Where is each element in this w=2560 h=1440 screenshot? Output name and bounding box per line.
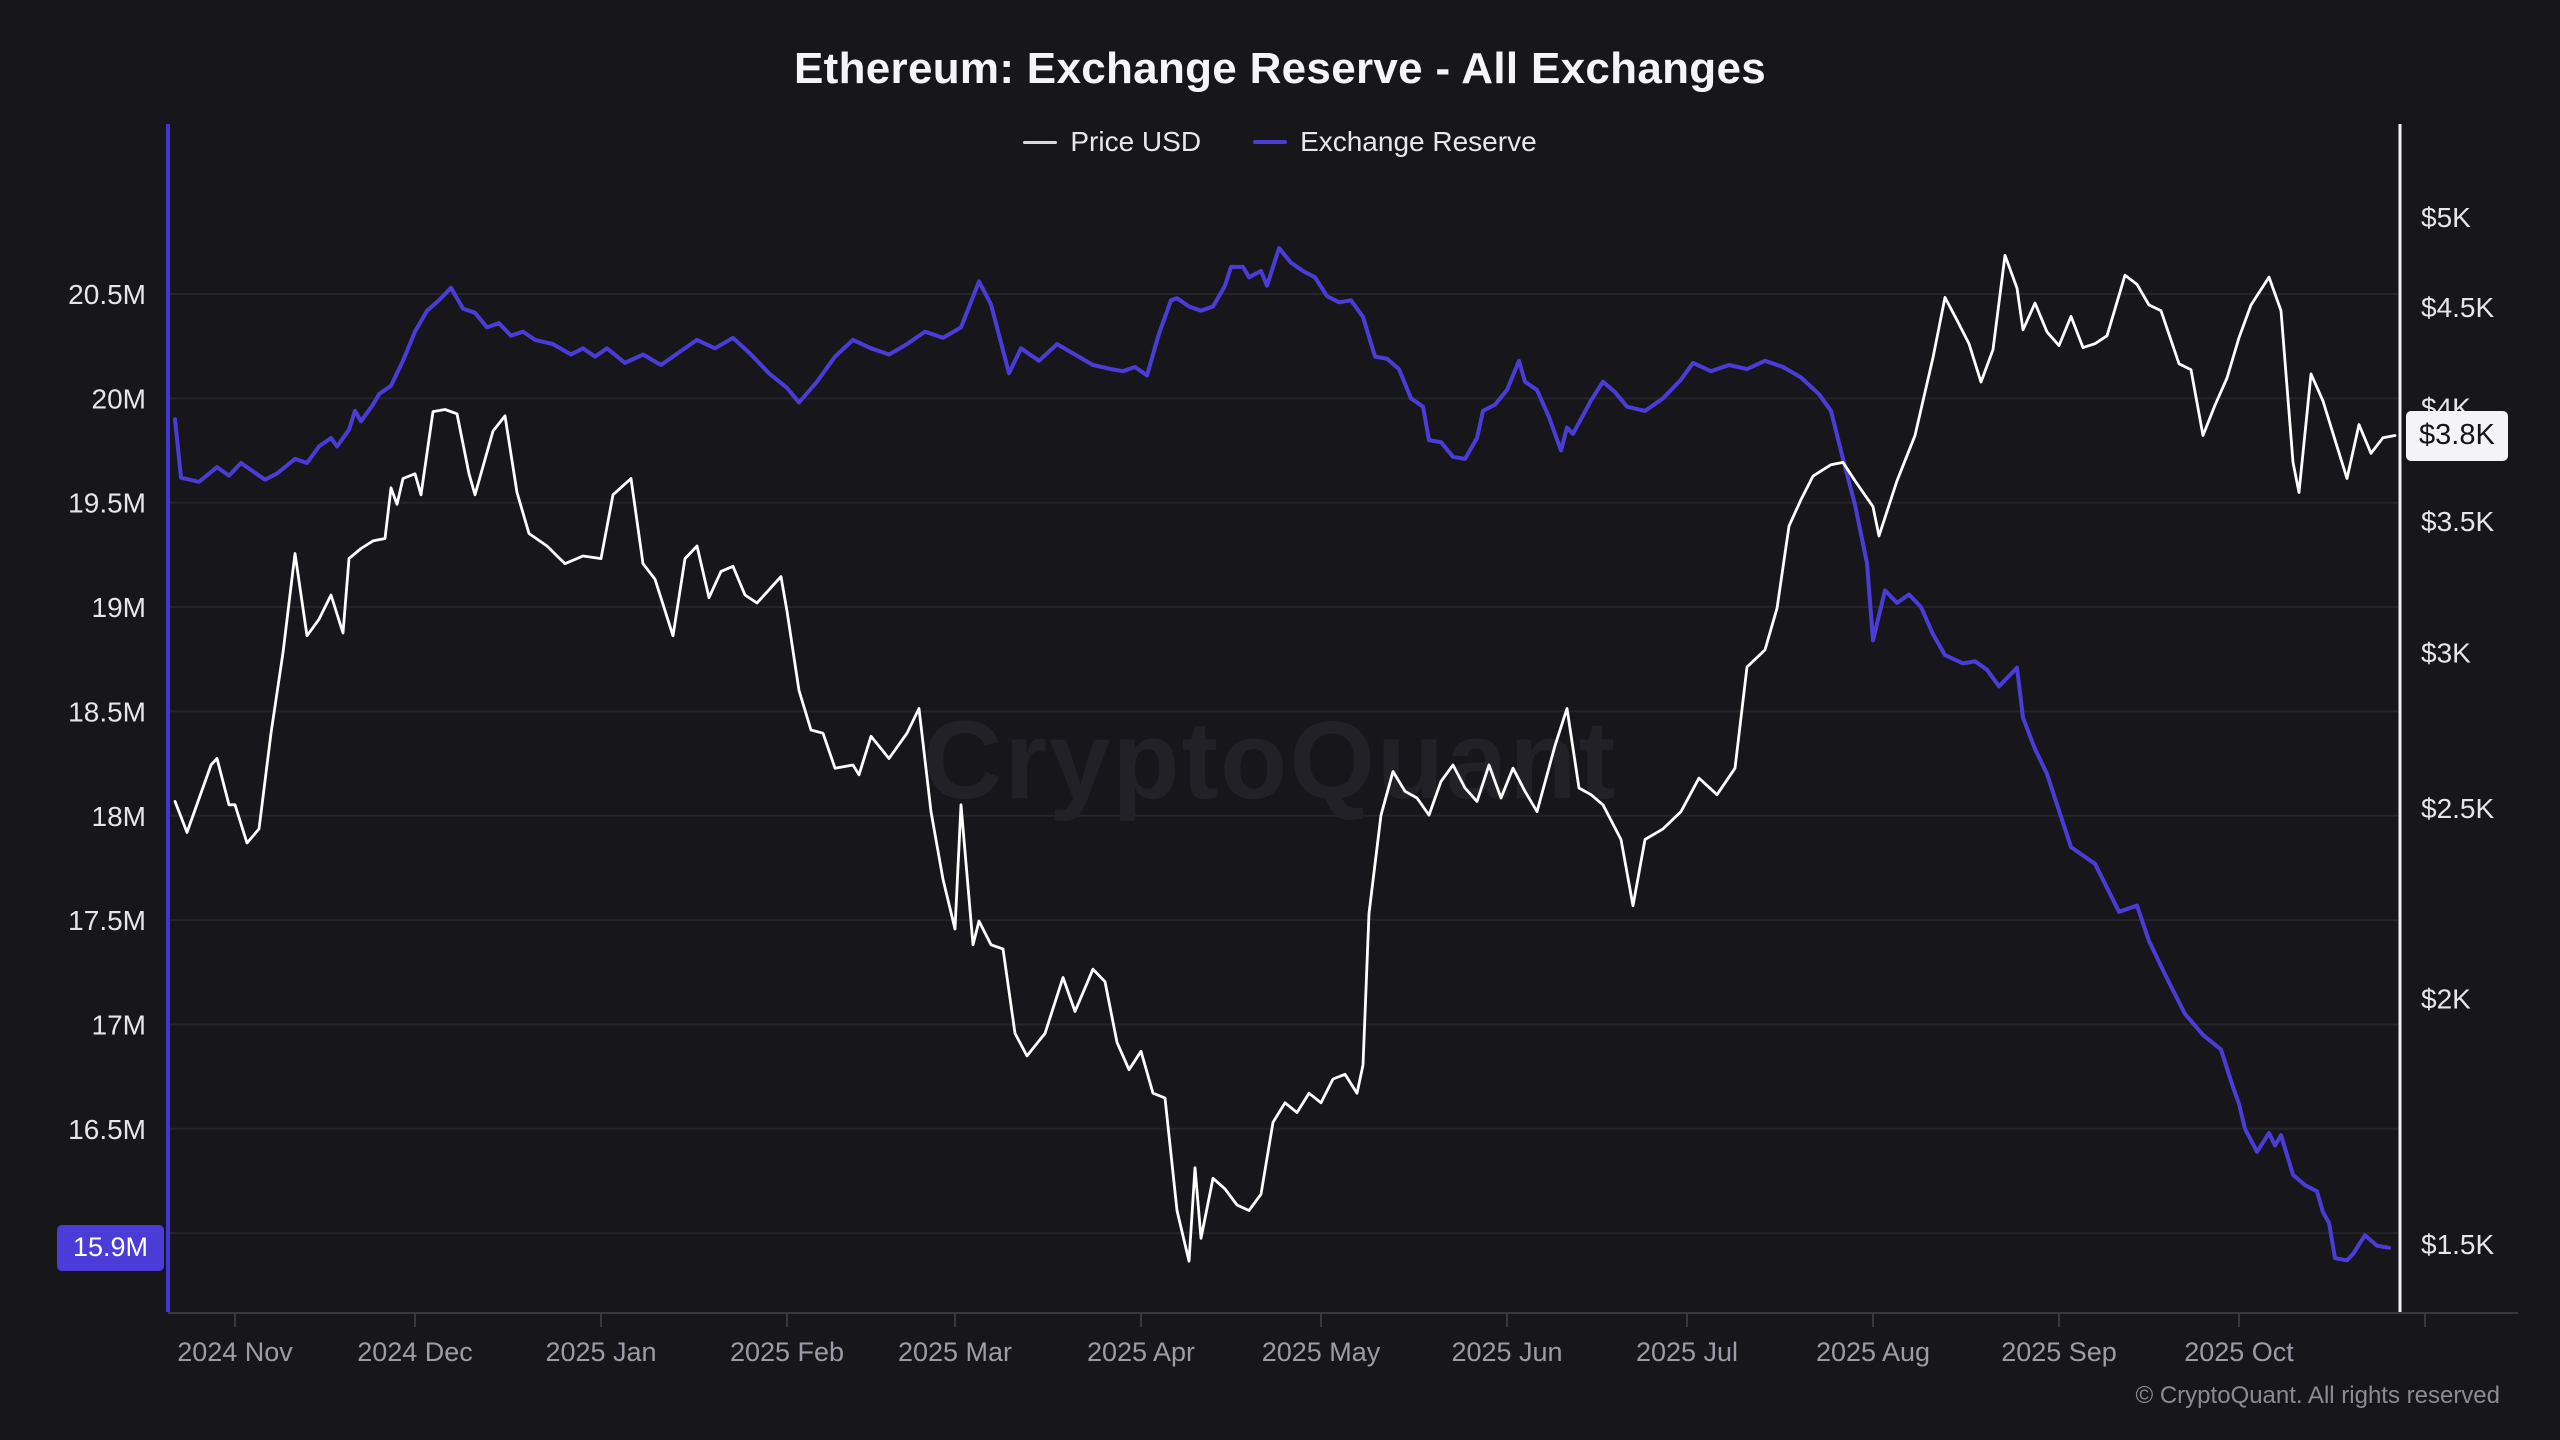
right-axis-tick-label: $2K xyxy=(2421,984,2471,1015)
x-axis-month-label: 2025 Jun xyxy=(1451,1337,1562,1367)
right-axis-tick-label: $2.5K xyxy=(2421,793,2494,824)
right-axis-tick-label: $4.5K xyxy=(2421,292,2494,323)
legend-label-reserve: Exchange Reserve xyxy=(1300,126,1537,157)
right-axis-tick-label: $3.5K xyxy=(2421,506,2494,537)
x-axis-month-label: 2024 Nov xyxy=(177,1337,293,1367)
x-axis-month-label: 2025 Jan xyxy=(545,1337,656,1367)
x-axis-month-label: 2025 Apr xyxy=(1087,1337,1195,1367)
chart-legend: Price USD Exchange Reserve xyxy=(0,126,2560,158)
left-axis-tick-label: 18.5M xyxy=(68,696,146,727)
x-axis-month-label: 2025 May xyxy=(1262,1337,1381,1367)
price-last-value-badge: $3.8K xyxy=(2406,410,2508,461)
left-axis-tick-label: 16.5M xyxy=(68,1114,146,1145)
reserve-series-line xyxy=(173,246,2391,1263)
legend-item-reserve[interactable]: Exchange Reserve xyxy=(1253,126,1537,158)
legend-item-price[interactable]: Price USD xyxy=(1023,126,1201,158)
left-axis-tick-label: 17M xyxy=(92,1009,146,1040)
x-axis-month-label: 2025 Jul xyxy=(1636,1337,1738,1367)
legend-label-price: Price USD xyxy=(1070,126,1202,157)
left-axis-tick-label: 20M xyxy=(92,383,146,414)
x-axis-month-label: 2025 Feb xyxy=(730,1337,844,1367)
chart-title: Ethereum: Exchange Reserve - All Exchang… xyxy=(793,44,1766,93)
left-axis-tick-label: 17.5M xyxy=(68,905,146,936)
reserve-line-swatch-icon xyxy=(1253,140,1288,144)
right-axis-tick-label: $5K xyxy=(2421,202,2471,233)
x-axis-month-label: 2025 Oct xyxy=(2184,1337,2294,1367)
copyright-notice: © CryptoQuant. All rights reserved xyxy=(2135,1382,2501,1409)
x-axis-month-label: 2025 Aug xyxy=(1816,1337,1930,1367)
right-axis-tick-label: $3K xyxy=(2421,638,2471,669)
price-line-swatch-icon xyxy=(1023,140,1058,144)
x-axis-month-label: 2025 Mar xyxy=(898,1337,1012,1367)
price-series-line xyxy=(173,253,2397,1263)
reserve-last-value-badge: 15.9M xyxy=(57,1224,165,1271)
left-axis-tick-label: 18M xyxy=(92,801,146,832)
x-axis-month-label: 2025 Sep xyxy=(2001,1337,2117,1367)
right-axis-tick-label: $1.5K xyxy=(2421,1229,2494,1260)
left-axis-tick-label: 19.5M xyxy=(68,488,146,519)
x-axis-month-label: 2024 Dec xyxy=(357,1337,473,1367)
left-axis-tick-label: 20.5M xyxy=(68,279,146,310)
left-axis-tick-label: 19M xyxy=(92,592,146,623)
watermark: CryptoQuant xyxy=(923,699,1617,822)
